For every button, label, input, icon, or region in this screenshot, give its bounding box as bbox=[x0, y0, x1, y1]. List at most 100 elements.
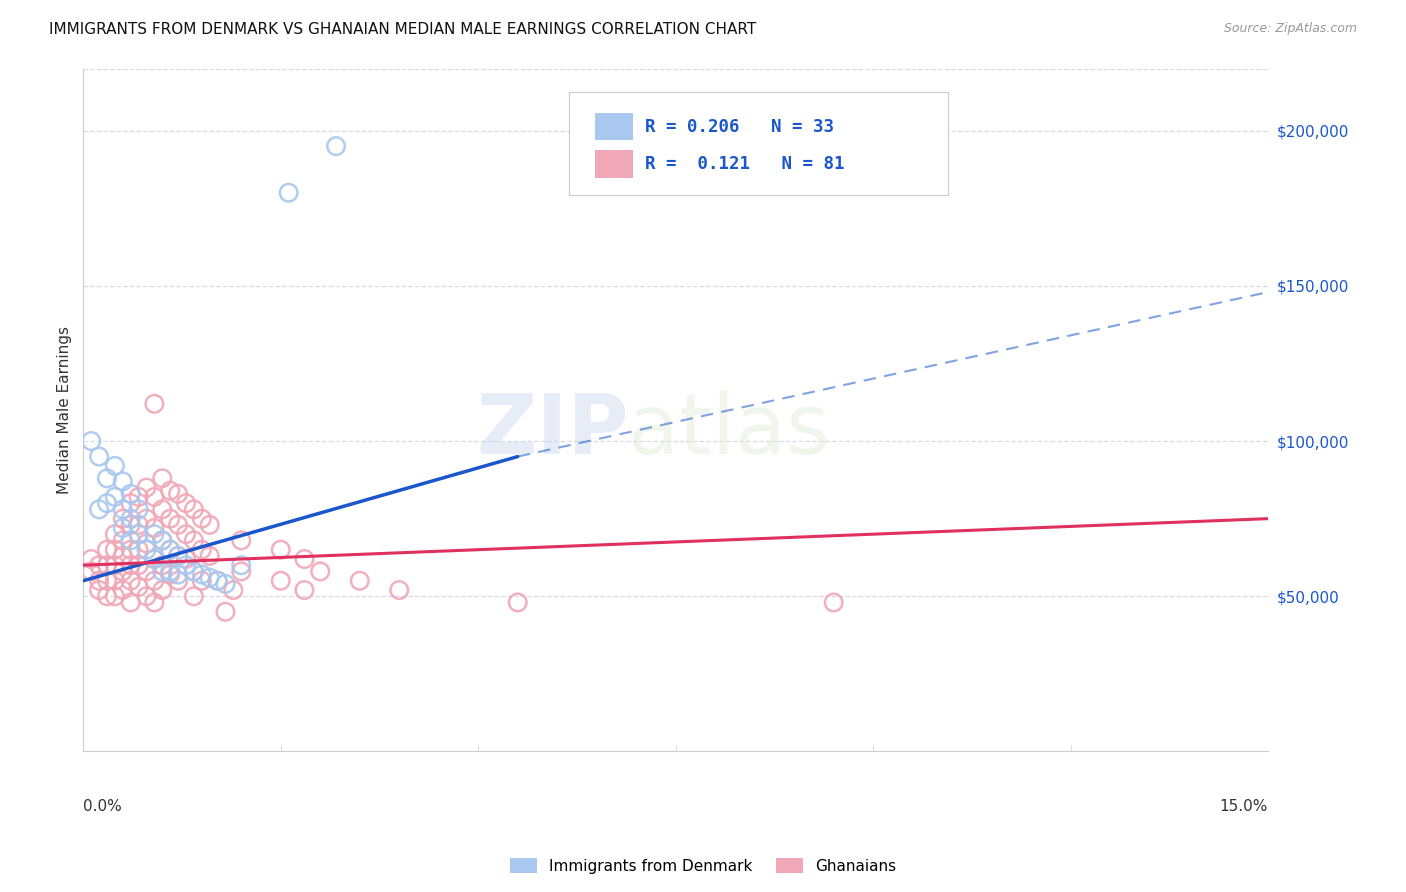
Point bbox=[231, 565, 253, 579]
Point bbox=[135, 565, 157, 579]
Point bbox=[143, 574, 166, 588]
Point bbox=[96, 589, 118, 603]
Point bbox=[111, 475, 134, 489]
Point bbox=[159, 542, 181, 557]
Point bbox=[128, 490, 150, 504]
Point bbox=[325, 139, 347, 153]
Point bbox=[294, 552, 316, 566]
Point bbox=[120, 533, 142, 548]
Point bbox=[191, 511, 214, 525]
Point bbox=[174, 558, 197, 573]
Point bbox=[128, 502, 150, 516]
Y-axis label: Median Male Earnings: Median Male Earnings bbox=[58, 326, 72, 494]
Point bbox=[120, 511, 142, 525]
Point bbox=[80, 552, 103, 566]
Point bbox=[96, 574, 118, 588]
Point bbox=[231, 533, 253, 548]
Point bbox=[150, 502, 173, 516]
Point bbox=[159, 565, 181, 579]
Point bbox=[167, 517, 190, 532]
Point bbox=[87, 574, 110, 588]
FancyBboxPatch shape bbox=[569, 93, 948, 194]
Point bbox=[349, 574, 371, 588]
Point bbox=[150, 533, 173, 548]
Point bbox=[128, 517, 150, 532]
Point bbox=[167, 567, 190, 582]
Point bbox=[167, 549, 190, 563]
Point bbox=[143, 552, 166, 566]
Point bbox=[174, 496, 197, 510]
Point bbox=[823, 595, 845, 609]
Text: IMMIGRANTS FROM DENMARK VS GHANAIAN MEDIAN MALE EARNINGS CORRELATION CHART: IMMIGRANTS FROM DENMARK VS GHANAIAN MEDI… bbox=[49, 22, 756, 37]
Point bbox=[120, 542, 142, 557]
Point bbox=[135, 511, 157, 525]
Point bbox=[80, 434, 103, 448]
Point bbox=[309, 565, 332, 579]
Point bbox=[96, 496, 118, 510]
Point bbox=[150, 533, 173, 548]
Point bbox=[120, 595, 142, 609]
Point bbox=[104, 574, 127, 588]
Point bbox=[111, 549, 134, 563]
Point bbox=[159, 542, 181, 557]
Point bbox=[120, 517, 142, 532]
Text: ZIP: ZIP bbox=[475, 390, 628, 471]
Point bbox=[135, 589, 157, 603]
Text: R = 0.206   N = 33: R = 0.206 N = 33 bbox=[645, 118, 834, 136]
Text: 15.0%: 15.0% bbox=[1220, 799, 1268, 814]
Point bbox=[183, 589, 205, 603]
Text: 0.0%: 0.0% bbox=[83, 799, 122, 814]
Point bbox=[111, 521, 134, 535]
Point bbox=[128, 558, 150, 573]
Text: R =  0.121   N = 81: R = 0.121 N = 81 bbox=[645, 155, 845, 173]
Point bbox=[183, 565, 205, 579]
Point bbox=[120, 496, 142, 510]
Point bbox=[198, 517, 221, 532]
Point bbox=[159, 567, 181, 582]
Point bbox=[143, 397, 166, 411]
Point bbox=[87, 502, 110, 516]
Point bbox=[174, 552, 197, 566]
Point bbox=[214, 577, 236, 591]
Point bbox=[111, 533, 134, 548]
Point bbox=[96, 542, 118, 557]
Point bbox=[150, 558, 173, 573]
Point bbox=[198, 571, 221, 585]
Point bbox=[104, 527, 127, 541]
Point bbox=[207, 574, 229, 588]
Point bbox=[388, 582, 411, 597]
Text: Source: ZipAtlas.com: Source: ZipAtlas.com bbox=[1223, 22, 1357, 36]
Point bbox=[183, 565, 205, 579]
Point bbox=[128, 542, 150, 557]
Point bbox=[191, 542, 214, 557]
Point bbox=[191, 567, 214, 582]
Point bbox=[191, 574, 214, 588]
Point bbox=[104, 558, 127, 573]
Point bbox=[198, 549, 221, 563]
Point bbox=[111, 511, 134, 525]
Point bbox=[128, 527, 150, 541]
Point bbox=[111, 582, 134, 597]
Point bbox=[104, 458, 127, 473]
Point bbox=[294, 582, 316, 597]
Point bbox=[183, 502, 205, 516]
Point bbox=[270, 574, 292, 588]
Point bbox=[167, 549, 190, 563]
Point bbox=[87, 450, 110, 464]
Point bbox=[96, 471, 118, 485]
Point bbox=[87, 582, 110, 597]
Point bbox=[120, 574, 142, 588]
Bar bbox=[595, 113, 633, 140]
Point bbox=[183, 533, 205, 548]
Point bbox=[120, 487, 142, 501]
Point bbox=[231, 558, 253, 573]
Point bbox=[143, 552, 166, 566]
Point bbox=[159, 483, 181, 498]
Point bbox=[143, 521, 166, 535]
Legend: Immigrants from Denmark, Ghanaians: Immigrants from Denmark, Ghanaians bbox=[503, 852, 903, 880]
Point bbox=[159, 511, 181, 525]
Point bbox=[143, 527, 166, 541]
Point bbox=[87, 558, 110, 573]
Point bbox=[506, 595, 529, 609]
Point bbox=[174, 527, 197, 541]
